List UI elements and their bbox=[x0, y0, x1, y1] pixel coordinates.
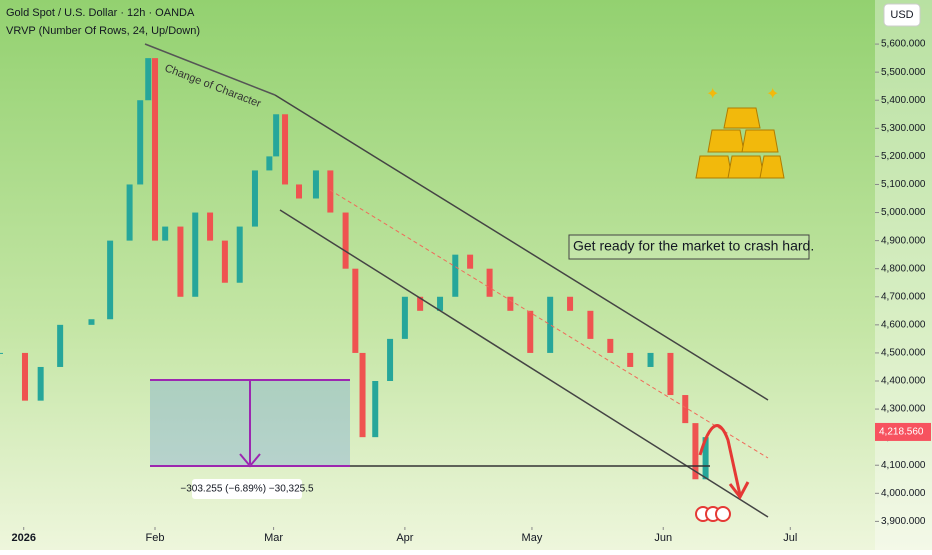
candle bbox=[282, 114, 289, 185]
candle bbox=[647, 352, 654, 367]
candle bbox=[296, 184, 303, 199]
y-tick-label: 4,700.000 bbox=[881, 291, 926, 302]
candle bbox=[327, 170, 334, 213]
candle bbox=[162, 226, 169, 241]
candle bbox=[607, 338, 614, 353]
measure-arrow bbox=[239, 453, 261, 468]
price-axis bbox=[875, 0, 932, 550]
candle bbox=[352, 268, 359, 353]
candle bbox=[236, 226, 243, 283]
candle bbox=[137, 100, 144, 185]
y-tick-label: 4,400.000 bbox=[881, 376, 926, 387]
annotation: Get ready for the market to crash hard. bbox=[573, 238, 814, 254]
symbol-title: Gold Spot / U.S. Dollar · 12h · OANDA bbox=[6, 7, 195, 19]
svg-text:✦: ✦ bbox=[706, 86, 719, 103]
candle bbox=[692, 423, 699, 480]
candle bbox=[507, 296, 514, 311]
y-tick-label: 4,800.000 bbox=[881, 263, 926, 274]
x-tick-label: Feb bbox=[146, 532, 165, 544]
x-tick-label: Mar bbox=[264, 532, 283, 544]
candle bbox=[312, 170, 319, 199]
candle bbox=[547, 296, 554, 353]
candle bbox=[387, 338, 394, 382]
candle bbox=[372, 381, 379, 438]
mid-line bbox=[329, 189, 769, 459]
y-tick-label: 5,400.000 bbox=[881, 95, 926, 106]
y-tick-label: 5,500.000 bbox=[881, 67, 926, 78]
y-tick-label: 5,600.000 bbox=[881, 39, 926, 50]
y-tick-label: 5,100.000 bbox=[881, 179, 926, 190]
candle bbox=[527, 310, 534, 353]
candle bbox=[486, 268, 493, 297]
last-price-label: 4,218.560 bbox=[879, 427, 924, 438]
x-tick-label: Jul bbox=[783, 532, 797, 544]
indicator-label: VRVP (Number Of Rows, 24, Up/Down) bbox=[6, 25, 200, 37]
currency[interactable]: USD bbox=[890, 9, 913, 21]
candle bbox=[273, 114, 280, 157]
y-tick-label: 5,000.000 bbox=[881, 207, 926, 218]
y-tick-label: 4,100.000 bbox=[881, 460, 926, 471]
y-tick-label: 4,300.000 bbox=[881, 404, 926, 415]
measure-label: −303.255 (−6.89%) −30,325.5 bbox=[180, 484, 314, 495]
candle bbox=[627, 352, 634, 367]
y-tick-label: 4,600.000 bbox=[881, 319, 926, 330]
x-tick-label: 2026 bbox=[11, 532, 35, 544]
last-price-tag bbox=[875, 422, 931, 441]
candle bbox=[467, 254, 474, 269]
currency-button[interactable] bbox=[883, 3, 921, 27]
candle bbox=[221, 240, 228, 283]
candle bbox=[452, 254, 459, 297]
candle bbox=[567, 296, 574, 311]
y-tick-label: 5,300.000 bbox=[881, 123, 926, 134]
candle bbox=[177, 226, 184, 297]
x-tick-label: Jun bbox=[654, 532, 672, 544]
candle bbox=[359, 352, 366, 438]
candle bbox=[107, 240, 114, 320]
measure-label-box bbox=[192, 479, 302, 499]
candle bbox=[417, 296, 424, 311]
svg-text:✦: ✦ bbox=[766, 86, 779, 103]
y-tick-label: 4,000.000 bbox=[881, 488, 926, 499]
trend-line bbox=[144, 43, 276, 96]
candle bbox=[437, 296, 444, 311]
plot bbox=[0, 58, 709, 480]
y-tick-label: 4,900.000 bbox=[881, 235, 926, 246]
candle bbox=[207, 212, 214, 241]
projection-arrow bbox=[698, 424, 742, 496]
candle bbox=[667, 352, 674, 396]
candle bbox=[587, 310, 594, 339]
gold-icon: ✦ ✦ bbox=[695, 86, 785, 179]
y-tick-label: 3,900.000 bbox=[881, 516, 926, 527]
candle bbox=[251, 170, 258, 227]
candle bbox=[682, 395, 689, 424]
candle bbox=[57, 324, 64, 367]
candle bbox=[126, 184, 133, 241]
candle bbox=[145, 58, 152, 101]
trend-line bbox=[274, 94, 769, 401]
candle bbox=[152, 58, 159, 241]
y-tick-label: 5,200.000 bbox=[881, 151, 926, 162]
projection-arrow bbox=[728, 481, 750, 500]
candle bbox=[702, 437, 709, 480]
x-tick-label: May bbox=[522, 532, 543, 544]
candle bbox=[0, 352, 3, 354]
event-icons bbox=[695, 506, 731, 522]
candle bbox=[88, 319, 95, 325]
candle bbox=[21, 352, 28, 401]
candle bbox=[342, 212, 349, 269]
candle bbox=[37, 366, 44, 401]
x-tick-label: Apr bbox=[396, 532, 413, 544]
candle bbox=[266, 156, 273, 171]
y-tick-label: 4,500.000 bbox=[881, 348, 926, 359]
annotation-box bbox=[568, 234, 810, 260]
candle bbox=[192, 212, 199, 297]
candle bbox=[401, 296, 408, 339]
